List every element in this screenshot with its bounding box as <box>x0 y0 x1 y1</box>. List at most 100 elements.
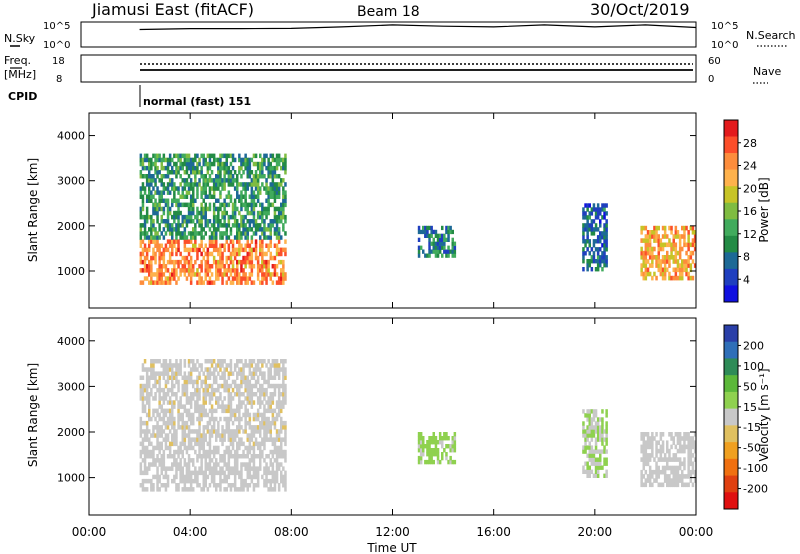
power-region--cell <box>282 178 285 183</box>
power-region--cell <box>441 233 444 238</box>
velocity-region--cell <box>282 392 285 397</box>
velocity-region--cell <box>282 466 285 471</box>
power-region--cell <box>217 219 220 224</box>
velocity-region--cell <box>284 458 287 463</box>
power-region--cell <box>588 227 591 232</box>
power-region--cell <box>192 219 195 224</box>
velocity-region--cell <box>426 448 429 453</box>
velocity-region--cell <box>275 412 279 418</box>
power-region--cell <box>156 157 159 163</box>
velocity-region--cell <box>447 436 450 441</box>
power-region--cell <box>246 255 249 261</box>
velocity-region--cell <box>263 379 266 385</box>
velocity-region--cell <box>227 429 231 434</box>
power-region--cell <box>252 223 256 228</box>
velocity-region--cell <box>240 437 243 442</box>
power-region--cell <box>441 253 444 258</box>
velocity-region--cell <box>238 400 241 405</box>
velocity-region--cell <box>168 420 172 426</box>
power-region--cell <box>676 267 680 273</box>
velocity-region--cell <box>221 400 224 405</box>
power-region--cell <box>223 170 226 175</box>
velocity-region--cell <box>261 420 264 426</box>
velocity-region--cell <box>208 383 212 389</box>
power-region--cell <box>601 255 604 260</box>
velocity-region--cell <box>221 454 224 459</box>
power-region--cell <box>666 242 669 248</box>
velocity-region--cell <box>219 454 222 459</box>
power-region--cell <box>158 247 161 253</box>
power-region--cell <box>233 223 237 228</box>
velocity-region--cell <box>156 470 159 476</box>
power-region--cell <box>171 276 174 281</box>
power-region--cell <box>198 243 201 248</box>
velocity-region--cell <box>204 470 207 476</box>
power-region--cell <box>248 194 252 199</box>
power-region--cell <box>428 253 431 258</box>
power-region--cell <box>267 243 270 248</box>
velocity-region--cell <box>451 436 454 441</box>
velocity-region--cell <box>693 478 697 483</box>
velocity-region--cell <box>689 474 693 479</box>
velocity-region--cell <box>225 445 228 451</box>
velocity-region--cell <box>259 371 262 376</box>
power-region--cell <box>651 230 654 235</box>
velocity-region--cell <box>217 359 220 364</box>
velocity-region--cell <box>148 375 151 380</box>
power-region--cell <box>217 178 220 183</box>
power-region--cell <box>208 165 212 171</box>
power-region--cell <box>687 238 690 243</box>
velocity-region--cell <box>231 412 235 418</box>
velocity-region--cell <box>693 432 697 437</box>
velocity-region--cell <box>269 437 272 442</box>
velocity-region--cell <box>150 478 153 484</box>
velocity-region--cell <box>240 371 243 376</box>
power-cbar-swatch-0 <box>724 120 738 137</box>
velocity-region--cell <box>192 383 195 389</box>
velocity-region--cell <box>196 458 199 463</box>
velocity-region--cell <box>152 462 155 467</box>
velocity-region--cell <box>198 412 201 418</box>
power-region--cell <box>280 251 283 257</box>
velocity-region--cell <box>273 416 277 422</box>
power-region--cell <box>644 234 648 239</box>
power-region--cell <box>152 251 155 257</box>
velocity-region--cell <box>148 400 151 405</box>
velocity-region--cell <box>242 462 245 467</box>
velocity-region--cell <box>212 392 216 397</box>
power-region--cell <box>238 165 241 171</box>
velocity-region--cell <box>588 473 591 478</box>
velocity-region--cell <box>219 437 222 442</box>
velocity-region--cell <box>256 445 260 451</box>
velocity-region--cell <box>175 462 178 467</box>
power-region--cell <box>189 182 193 187</box>
velocity-region--cell <box>676 432 680 437</box>
power-region--cell <box>282 264 285 269</box>
velocity-region--cell <box>252 483 256 488</box>
power-region--cell <box>244 206 247 212</box>
power-region--cell <box>171 198 174 203</box>
power-region--cell <box>674 255 678 260</box>
power-region--cell <box>152 227 155 232</box>
power-region--cell <box>648 271 652 277</box>
power-region--cell <box>166 219 170 224</box>
velocity-region--cell <box>181 416 184 422</box>
velocity-region--cell <box>432 459 435 465</box>
velocity-region--cell <box>238 470 241 476</box>
velocity-region--cell <box>590 457 594 462</box>
velocity-region--cell <box>177 363 180 368</box>
velocity-region--cell <box>453 444 457 449</box>
power-region--cell <box>215 182 218 187</box>
velocity-region--cell <box>233 483 237 488</box>
power-region--cell <box>145 268 149 273</box>
power-region--cell <box>265 243 268 248</box>
velocity-region--cell <box>666 482 669 488</box>
power-region--cell <box>233 235 237 240</box>
velocity-cbar-tick-label-3: 15 <box>743 401 757 414</box>
power-region--cell <box>221 264 224 269</box>
velocity-region--cell <box>265 483 268 488</box>
velocity-region--cell <box>651 474 654 479</box>
velocity-region--cell <box>273 392 277 397</box>
velocity-region--cell <box>248 412 252 418</box>
velocity-region--cell <box>273 445 277 451</box>
